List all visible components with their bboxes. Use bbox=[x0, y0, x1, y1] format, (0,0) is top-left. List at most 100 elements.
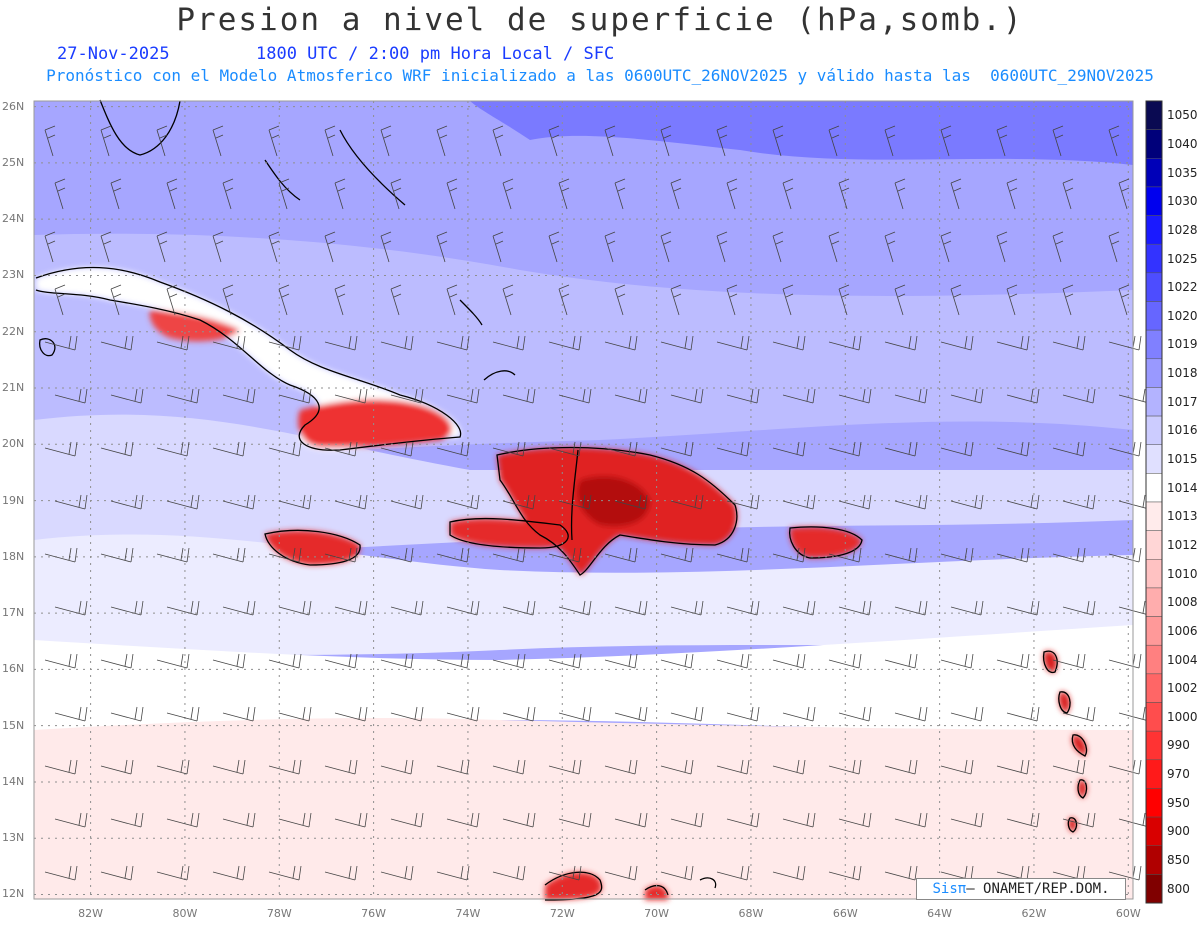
wind-barb bbox=[558, 812, 592, 828]
wind-barb bbox=[894, 706, 928, 722]
credit-text: – ONAMET/REP.DOM. bbox=[966, 881, 1110, 897]
colorbar-swatch bbox=[1145, 788, 1163, 818]
wind-barb bbox=[492, 125, 504, 157]
forecast-time: 1800 UTC / 2:00 pm Hora Local / SFC bbox=[256, 44, 615, 64]
wind-barb bbox=[604, 125, 616, 157]
wind-barb bbox=[828, 335, 862, 351]
wind-barb bbox=[100, 865, 134, 881]
wind-barb bbox=[100, 125, 112, 157]
wind-barb bbox=[716, 865, 750, 881]
colorbar-swatch bbox=[1145, 730, 1163, 761]
wind-barb bbox=[548, 547, 582, 563]
wind-barb bbox=[222, 284, 234, 316]
wind-barb bbox=[614, 812, 648, 828]
wind-barb bbox=[324, 653, 358, 669]
wind-barb bbox=[212, 125, 224, 157]
wind-barb bbox=[940, 653, 974, 669]
wind-barb bbox=[156, 231, 168, 263]
wind-barb bbox=[838, 388, 872, 404]
lat-label: 12N bbox=[2, 887, 25, 901]
wind-barb bbox=[110, 494, 144, 510]
wind-barb bbox=[670, 388, 704, 404]
wind-barb bbox=[1062, 178, 1074, 210]
lat-label: 24N bbox=[2, 212, 25, 226]
wind-barb bbox=[772, 865, 806, 881]
lat-label: 17N bbox=[2, 606, 25, 620]
wind-barb bbox=[838, 178, 850, 210]
wind-barb bbox=[828, 231, 840, 263]
wind-barb bbox=[166, 706, 200, 722]
wind-barb bbox=[156, 125, 168, 157]
coastlines bbox=[35, 99, 1088, 901]
wind-barb bbox=[54, 600, 88, 616]
lat-label: 22N bbox=[2, 324, 25, 338]
wind-barb bbox=[726, 812, 760, 828]
wind-barb bbox=[660, 125, 672, 157]
wind-barb bbox=[940, 125, 952, 157]
band-1013 bbox=[34, 718, 1133, 899]
wind-barb bbox=[1062, 494, 1096, 510]
wind-barb bbox=[884, 335, 918, 351]
wind-barb bbox=[548, 231, 560, 263]
wind-barb bbox=[334, 388, 368, 404]
wind-barb bbox=[772, 653, 806, 669]
wind-barb bbox=[726, 284, 738, 316]
wind-barb bbox=[502, 284, 514, 316]
colorbar-swatch bbox=[1145, 100, 1163, 130]
band-1020 bbox=[470, 101, 1133, 165]
wind-barb bbox=[884, 231, 896, 263]
colorbar-label: 1025 bbox=[1167, 251, 1198, 266]
puerto-rico-coast bbox=[789, 526, 863, 559]
wind-barb bbox=[838, 494, 872, 510]
wind-barb bbox=[334, 600, 368, 616]
wind-barb bbox=[828, 547, 862, 563]
wind-barb bbox=[548, 865, 582, 881]
wind-barb bbox=[670, 178, 682, 210]
wind-barb bbox=[1118, 178, 1130, 210]
wind-barb bbox=[940, 335, 974, 351]
wind-barb bbox=[1062, 388, 1096, 404]
dominica bbox=[1058, 691, 1071, 714]
wind-barb bbox=[660, 547, 694, 563]
wind-barb bbox=[1052, 125, 1064, 157]
wind-barb bbox=[716, 125, 728, 157]
wind-barb bbox=[502, 388, 536, 404]
wind-barb bbox=[660, 653, 694, 669]
wind-barb bbox=[390, 812, 424, 828]
wind-barb bbox=[166, 600, 200, 616]
wind-barb bbox=[670, 600, 704, 616]
wind-barb bbox=[548, 335, 582, 351]
colorbar-label: 1004 bbox=[1167, 652, 1198, 667]
wind-barb bbox=[44, 335, 78, 351]
lat-label: 23N bbox=[2, 268, 25, 282]
paraguana bbox=[644, 884, 669, 896]
wind-barb bbox=[996, 441, 1030, 457]
wind-barb bbox=[212, 653, 246, 669]
wind-barb bbox=[222, 706, 256, 722]
wind-barb bbox=[212, 547, 246, 563]
credit-box: Sisπ – ONAMET/REP.DOM. bbox=[916, 878, 1126, 900]
wind-barb bbox=[950, 494, 984, 510]
inagua bbox=[483, 370, 516, 381]
wind-barb bbox=[278, 388, 312, 404]
colorbar-label: 1014 bbox=[1167, 480, 1198, 495]
wind-barb bbox=[324, 125, 336, 157]
plot-frame bbox=[33, 100, 1134, 900]
land-lows bbox=[36, 267, 1087, 900]
wind-barb bbox=[44, 125, 56, 157]
band-1015 bbox=[34, 534, 1133, 660]
lon-label: 66W bbox=[832, 907, 858, 920]
wind-barb bbox=[726, 494, 760, 510]
wind-barb bbox=[492, 547, 526, 563]
wind-barb bbox=[380, 865, 414, 881]
bahamas-andros bbox=[264, 159, 301, 201]
colorbar-label: 800 bbox=[1167, 881, 1190, 896]
wind-barb bbox=[44, 653, 78, 669]
wind-barb bbox=[614, 600, 648, 616]
credit-brand: Sisπ bbox=[932, 881, 967, 897]
colorbar-swatch bbox=[1145, 358, 1163, 388]
colorbar-label: 1012 bbox=[1167, 537, 1198, 552]
wind-barb bbox=[604, 231, 616, 263]
wind-barb bbox=[100, 653, 134, 669]
wind-barb bbox=[100, 547, 134, 563]
